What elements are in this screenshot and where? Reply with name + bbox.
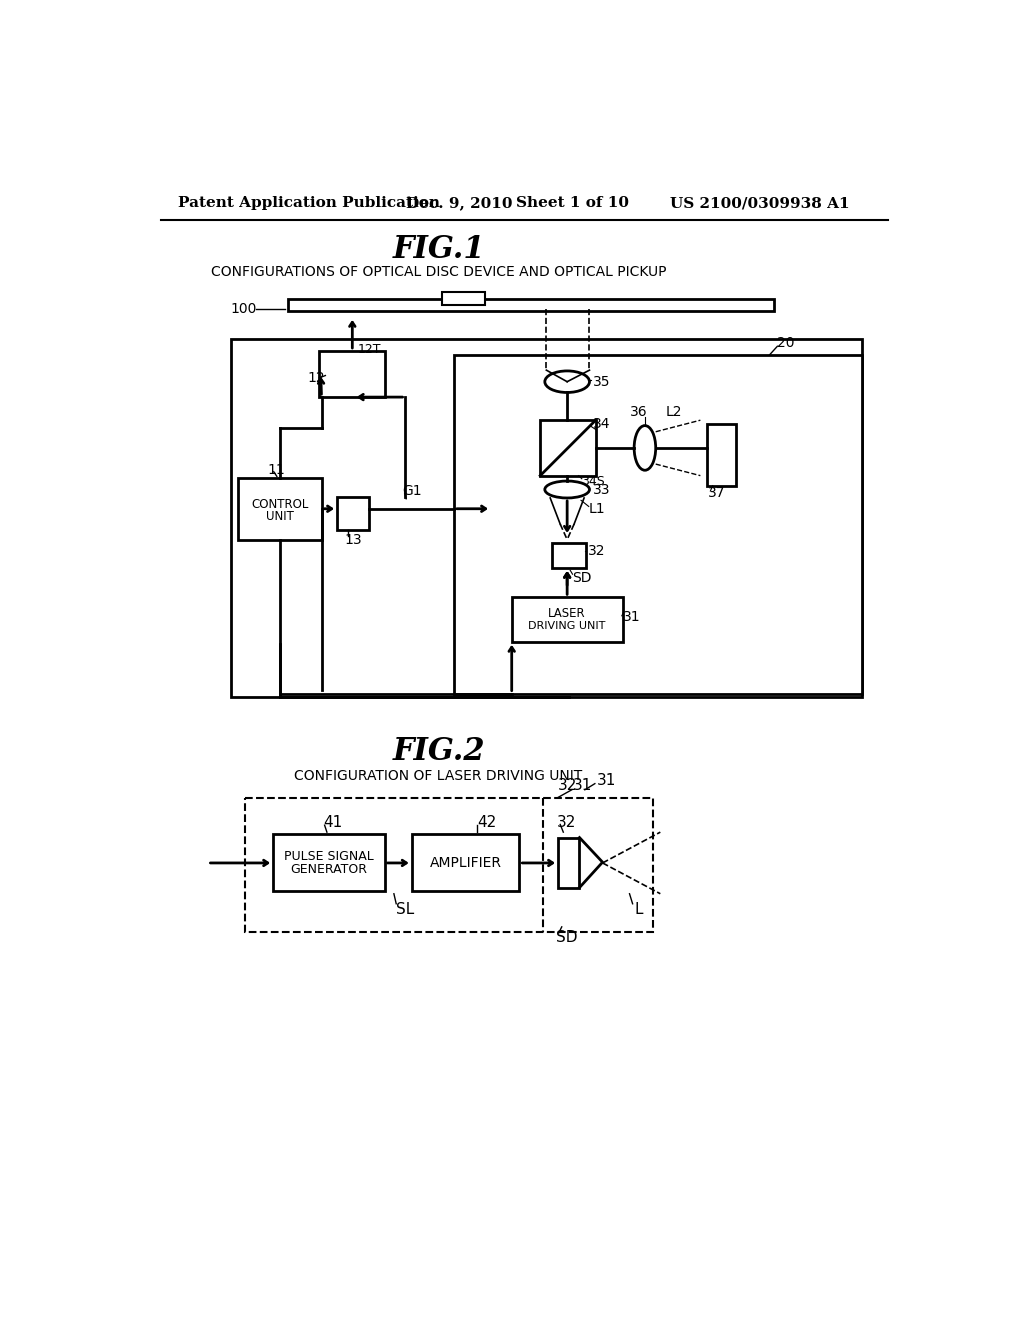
Ellipse shape <box>545 371 590 392</box>
Text: G1: G1 <box>402 484 422 498</box>
Text: LASER: LASER <box>548 607 586 620</box>
Text: Patent Application Publication: Patent Application Publication <box>178 197 440 210</box>
Bar <box>552 544 586 568</box>
Text: L: L <box>635 902 643 916</box>
Text: FIG.2: FIG.2 <box>392 735 485 767</box>
Bar <box>512 597 624 642</box>
Text: 36: 36 <box>630 405 647 420</box>
Text: 42: 42 <box>477 814 497 830</box>
Text: 12T: 12T <box>357 343 381 356</box>
Text: 20: 20 <box>777 337 795 350</box>
Text: L1: L1 <box>589 502 605 516</box>
Text: FIG.1: FIG.1 <box>392 234 485 265</box>
Bar <box>289 298 773 312</box>
Bar <box>707 424 736 486</box>
Text: 34S: 34S <box>581 475 605 488</box>
Text: 32: 32 <box>588 544 605 558</box>
Bar <box>442 293 484 305</box>
Text: 31: 31 <box>573 779 593 793</box>
Text: 31: 31 <box>596 774 615 788</box>
Text: L2: L2 <box>666 405 682 420</box>
Text: CONFIGURATION OF LASER DRIVING UNIT: CONFIGURATION OF LASER DRIVING UNIT <box>295 770 583 783</box>
Text: 35: 35 <box>593 375 610 388</box>
Bar <box>239 478 322 540</box>
Text: PULSE SIGNAL: PULSE SIGNAL <box>285 850 374 863</box>
Bar <box>230 339 862 697</box>
Text: 41: 41 <box>323 814 342 830</box>
Text: SL: SL <box>396 902 415 916</box>
Text: 31: 31 <box>624 610 641 624</box>
Text: CONTROL: CONTROL <box>251 499 308 511</box>
Bar <box>273 834 385 891</box>
Bar <box>541 420 596 475</box>
Text: 32: 32 <box>558 779 578 793</box>
Text: 12: 12 <box>307 371 326 385</box>
Text: US 2100/0309938 A1: US 2100/0309938 A1 <box>670 197 849 210</box>
Text: 13: 13 <box>345 532 362 546</box>
Text: SD: SD <box>556 931 578 945</box>
Bar <box>454 355 862 693</box>
Bar <box>319 351 385 397</box>
Text: 32: 32 <box>556 814 575 830</box>
Text: Sheet 1 of 10: Sheet 1 of 10 <box>515 197 629 210</box>
Bar <box>337 498 370 529</box>
Text: 37: 37 <box>708 486 726 500</box>
Bar <box>412 834 519 891</box>
Ellipse shape <box>545 480 590 498</box>
Text: SD: SD <box>572 572 592 585</box>
Text: 11: 11 <box>267 463 286 478</box>
Text: UNIT: UNIT <box>266 510 294 523</box>
Text: AMPLIFIER: AMPLIFIER <box>429 855 502 870</box>
Ellipse shape <box>634 425 655 470</box>
Text: CONFIGURATIONS OF OPTICAL DISC DEVICE AND OPTICAL PICKUP: CONFIGURATIONS OF OPTICAL DISC DEVICE AN… <box>211 265 667 280</box>
Text: Dec. 9, 2010: Dec. 9, 2010 <box>407 197 513 210</box>
Text: 100: 100 <box>230 301 257 315</box>
Bar <box>245 797 652 932</box>
Text: DRIVING UNIT: DRIVING UNIT <box>528 620 606 631</box>
Text: GENERATOR: GENERATOR <box>291 863 368 876</box>
Text: 33: 33 <box>593 483 610 496</box>
Bar <box>558 837 580 887</box>
Text: 34: 34 <box>593 417 610 432</box>
